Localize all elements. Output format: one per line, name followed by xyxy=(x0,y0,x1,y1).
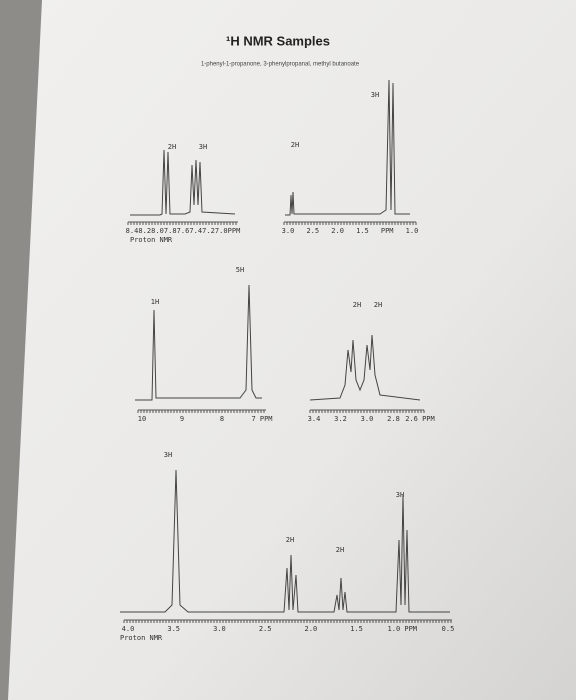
spectrum-1 xyxy=(130,149,236,216)
axis-label: 3.5 xyxy=(167,625,180,633)
axis-label: 7.8 xyxy=(164,227,177,235)
peak-label: 1H xyxy=(151,298,159,306)
peak-label: 2H xyxy=(353,301,361,309)
axis-label: 8.2 xyxy=(138,227,151,235)
peak-label: 2H xyxy=(336,546,344,554)
peak-label: 2H xyxy=(286,536,294,544)
axis-label: 3.2 xyxy=(334,415,347,423)
axis-label: 4.0 xyxy=(122,625,135,633)
peak-label: 3H xyxy=(371,91,379,99)
peak-label: 3H xyxy=(199,143,207,151)
axis-label: PPM xyxy=(228,227,241,235)
axis-label: 2.8 xyxy=(387,415,400,423)
axis-label: 1.5 xyxy=(356,227,369,235)
axis-label: 2.5 xyxy=(259,625,272,633)
axis-label: 10 xyxy=(138,415,146,423)
peak-label: 2H xyxy=(168,143,176,151)
axis-label: 2.6 PPM xyxy=(405,415,435,423)
axis-label: 8.0 xyxy=(151,227,164,235)
peak-label: 2H xyxy=(374,301,382,309)
axis-label: 2.5 xyxy=(306,227,319,235)
axis-label: 9 xyxy=(180,415,184,423)
subtitle: 1-phenyl-1-propanone, 3-phenylpropanal, … xyxy=(201,62,360,68)
axis-label: 7.6 xyxy=(177,227,190,235)
axis-label: 7.2 xyxy=(202,227,215,235)
peak-label: 3H xyxy=(396,491,404,499)
axis-label: 7.4 xyxy=(189,227,202,235)
axis-caption: Proton NMR xyxy=(130,236,173,244)
axis-label: 2.0 xyxy=(331,227,344,235)
axis-label: 3.4 xyxy=(308,415,321,423)
peak-label: 3H xyxy=(164,451,172,459)
axis-label: 3.0 xyxy=(361,415,374,423)
axis-label: 7.0 xyxy=(215,227,228,235)
axis-caption: Proton NMR xyxy=(120,634,163,642)
axis-label: 1.5 xyxy=(350,625,363,633)
spectrum-2 xyxy=(285,79,410,216)
axis-label: 8 xyxy=(220,415,224,423)
title: ¹H NMR Samples xyxy=(226,33,330,48)
paper-sheet xyxy=(8,0,576,700)
axis-label: 3.0 xyxy=(282,227,295,235)
axis-label: 8.4 xyxy=(126,227,139,235)
peak-label: 2H xyxy=(291,141,299,149)
axis-label: PPM xyxy=(381,227,394,235)
spectrum-3 xyxy=(135,284,262,401)
axis-label: 1.0 PPM xyxy=(388,625,418,633)
axis-label: 0.5 xyxy=(442,625,455,633)
spectrum-4 xyxy=(309,334,421,401)
peak-label: 5H xyxy=(236,266,244,274)
axis-label: 2.0 xyxy=(305,625,318,633)
axis-label: 3.0 xyxy=(213,625,226,633)
axis-label: 1.0 xyxy=(406,227,419,235)
axis-label: 7 PPM xyxy=(251,415,272,423)
spectrum-5 xyxy=(120,469,450,613)
